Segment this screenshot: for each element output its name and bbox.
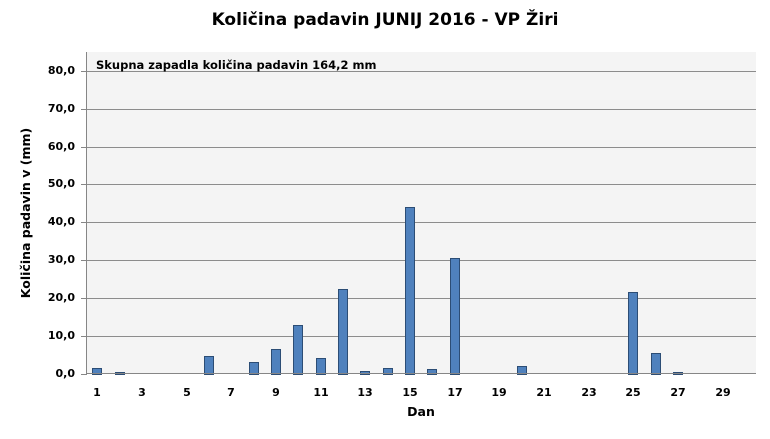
x-tick-label: 29 — [715, 386, 731, 399]
bar-day-25 — [628, 292, 638, 375]
x-axis-label: Dan — [407, 404, 435, 419]
y-tick-label: 70,0 — [47, 102, 75, 115]
gridline — [86, 336, 756, 337]
x-tick-label: 27 — [670, 386, 686, 399]
bar-day-8 — [249, 362, 259, 375]
x-tick-label: 19 — [491, 386, 507, 399]
x-tick-label: 7 — [227, 386, 235, 399]
x-axis-line — [86, 373, 756, 374]
y-tick-mark — [81, 71, 86, 72]
bar-day-1 — [92, 368, 102, 375]
gridline — [86, 298, 756, 299]
y-tick-mark — [81, 298, 86, 299]
x-tick-label: 13 — [357, 386, 373, 399]
bar-day-11 — [316, 358, 326, 375]
y-tick-mark — [81, 222, 86, 223]
y-axis-line — [86, 52, 87, 375]
y-tick-label: 30,0 — [47, 253, 75, 266]
x-tick-label: 17 — [447, 386, 463, 399]
gridline — [86, 184, 756, 185]
bar-day-16 — [427, 369, 437, 375]
y-tick-label: 80,0 — [47, 64, 75, 77]
bar-day-17 — [450, 258, 460, 375]
y-tick-label: 0,0 — [55, 367, 76, 380]
x-tick-label: 15 — [402, 386, 418, 399]
x-tick-label: 3 — [138, 386, 146, 399]
x-tick-label: 1 — [93, 386, 101, 399]
x-tick-label: 25 — [625, 386, 641, 399]
bar-day-15 — [405, 207, 415, 375]
y-tick-mark — [81, 147, 86, 148]
y-tick-label: 10,0 — [47, 329, 75, 342]
y-tick-mark — [81, 184, 86, 185]
gridline — [86, 109, 756, 110]
y-axis-label: Količina padavin v (mm) — [18, 127, 33, 299]
plot-area — [86, 52, 756, 374]
y-tick-label: 20,0 — [47, 291, 75, 304]
y-tick-mark — [81, 336, 86, 337]
gridline — [86, 147, 756, 148]
y-tick-label: 50,0 — [47, 177, 75, 190]
x-tick-label: 5 — [183, 386, 191, 399]
gridline — [86, 260, 756, 261]
gridline — [86, 222, 756, 223]
bar-day-14 — [383, 368, 393, 375]
x-tick-label: 23 — [581, 386, 597, 399]
y-tick-label: 60,0 — [47, 140, 75, 153]
x-tick-label: 9 — [272, 386, 280, 399]
bar-day-12 — [338, 289, 348, 375]
bar-day-9 — [271, 349, 281, 375]
chart-title: Količina padavin JUNIJ 2016 - VP Žiri — [211, 10, 559, 30]
bar-day-6 — [204, 356, 214, 375]
x-tick-label: 11 — [313, 386, 329, 399]
gridline — [86, 71, 756, 72]
total-annotation: Skupna zapadla količina padavin 164,2 mm — [96, 58, 377, 72]
bar-day-20 — [517, 366, 527, 375]
y-tick-mark — [81, 109, 86, 110]
y-tick-mark — [81, 260, 86, 261]
x-tick-label: 21 — [536, 386, 552, 399]
y-tick-label: 40,0 — [47, 215, 75, 228]
bar-day-10 — [293, 325, 303, 375]
bar-day-26 — [651, 353, 661, 375]
y-tick-mark — [81, 374, 86, 375]
